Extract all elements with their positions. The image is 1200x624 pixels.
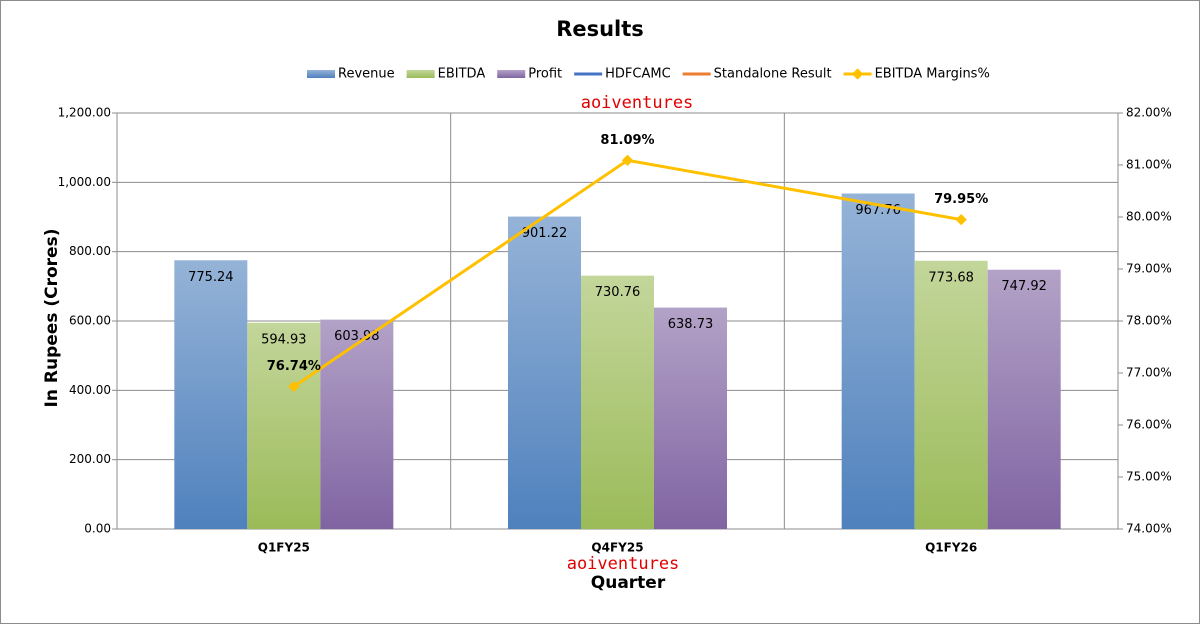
y-tick-label: 600.00 [69,314,111,328]
watermark: aoiventures [581,93,694,113]
chart-title: Results [556,17,644,41]
data-label: 775.24 [188,270,234,285]
data-label: 76.74% [267,359,321,374]
legend-swatch [406,70,435,78]
bar [654,307,727,529]
watermark: aoiventures [567,554,680,574]
data-label: 79.95% [934,192,988,207]
y-tick-label: 0.00 [84,522,111,536]
y2-tick-label: 74.00% [1126,522,1172,536]
x-tick-label: Q1FY26 [925,541,977,555]
legend-swatch [307,70,335,78]
bar [247,322,321,529]
legend-label: EBITDA Margins% [875,67,990,82]
data-label: 594.93 [261,332,307,347]
bar [581,275,654,529]
x-axis-title: Quarter [591,573,666,593]
y2-tick-label: 75.00% [1126,470,1172,484]
y2-tick-label: 79.00% [1126,262,1172,276]
y-tick-label: 800.00 [69,244,111,258]
y-axis-title: In Rupees (Crores) [42,229,62,408]
bar [508,216,581,529]
data-label: 730.76 [595,285,641,300]
y-tick-label: 1,200.00 [58,106,111,120]
y2-tick-label: 81.00% [1126,158,1172,172]
bar [841,193,915,529]
legend-label: Standalone Result [714,67,832,82]
data-label: 901.22 [522,226,568,241]
bar [987,269,1061,529]
y-tick-label: 200.00 [69,452,111,466]
x-tick-label: Q1FY25 [258,541,310,555]
legend-label: EBITDA [438,67,486,82]
bar [914,260,988,529]
legend-label: HDFCAMC [605,67,671,82]
legend-swatch [497,70,526,78]
legend-label: Revenue [338,67,395,82]
y2-tick-label: 77.00% [1126,366,1172,380]
line-marker [621,154,634,166]
bar [320,319,394,529]
x-tick-label: Q4FY25 [591,541,643,555]
data-label: 638.73 [668,317,714,332]
y-tick-label: 1,000.00 [58,175,111,189]
data-label: 773.68 [928,270,974,285]
y2-tick-label: 76.00% [1126,418,1172,432]
y2-tick-label: 82.00% [1126,106,1172,120]
y2-tick-label: 78.00% [1126,314,1172,328]
data-label: 603.98 [334,329,380,344]
data-label: 747.92 [1001,279,1047,294]
y-tick-label: 400.00 [69,383,111,397]
bar [174,260,248,529]
line-marker [288,380,300,393]
data-label: 81.09% [600,133,654,148]
y2-tick-label: 80.00% [1126,210,1172,224]
legend-label: Profit [528,67,562,82]
line-marker [955,213,967,226]
